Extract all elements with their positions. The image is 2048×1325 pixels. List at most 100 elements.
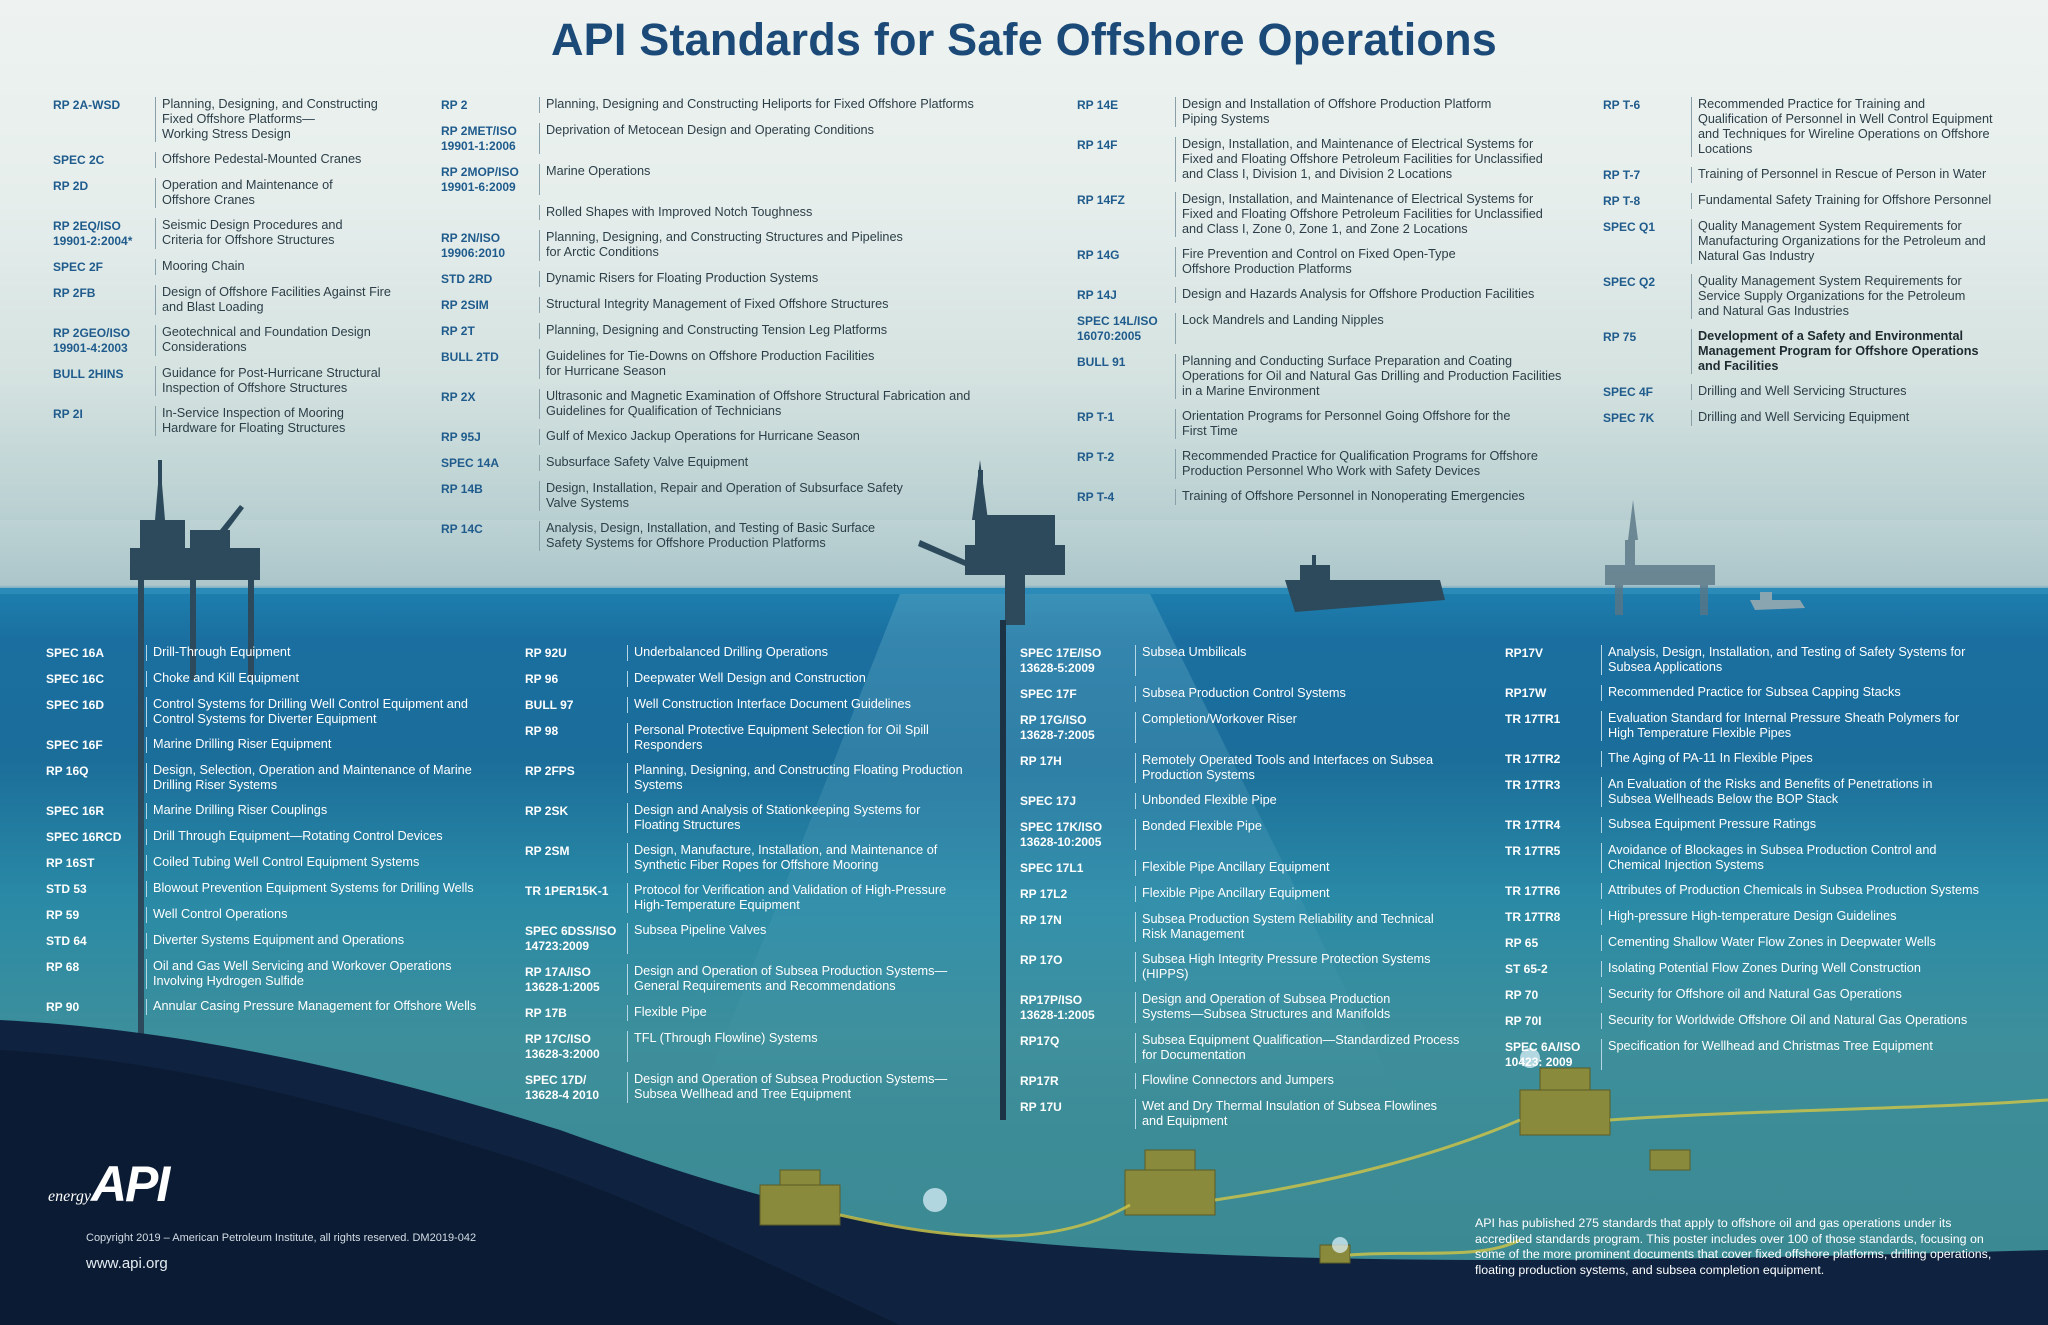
standard-title: Underbalanced Drilling Operations xyxy=(627,645,995,661)
semi-submersible-right xyxy=(1605,500,1715,615)
standard-code: SPEC 7K xyxy=(1603,411,1655,425)
standard-code: SPEC 16C xyxy=(46,672,105,686)
standard-entry: TR 17TR6 Attributes of Production Chemica… xyxy=(1505,883,2005,899)
standard-title: Subsea High Integrity Pressure Protectio… xyxy=(1135,952,1480,982)
standard-title: Planning, Designing, and Constructing Fl… xyxy=(627,763,995,793)
standard-entry: RP T-7 Training of Personnel in Rescue of… xyxy=(1603,167,2023,183)
standard-entry: RP T-1 Orientation Programs for Personnel… xyxy=(1077,409,1582,439)
standard-code: RP 2SIM xyxy=(441,298,489,312)
website-link[interactable]: www.api.org xyxy=(86,1255,168,1272)
standard-title: Specification for Wellhead and Christmas… xyxy=(1601,1039,2005,1070)
bottom-column-2: RP 92U Underbalanced Drilling Operations R… xyxy=(525,645,995,1113)
standard-entry: RP 96 Deepwater Well Design and Construct… xyxy=(525,671,995,687)
flowlines xyxy=(839,1098,2048,1257)
standard-code: RP 14J xyxy=(1077,288,1117,302)
standard-title: Training of Offshore Personnel in Nonope… xyxy=(1175,489,1582,505)
standard-code: SPEC 17D/ 13628-4 2010 xyxy=(525,1073,600,1102)
standard-code: RP 14E xyxy=(1077,98,1119,112)
standard-code: STD 2RD xyxy=(441,272,493,286)
standard-title: Design and Installation of Offshore Prod… xyxy=(1175,97,1582,127)
standard-title: Deprivation of Metocean Design and Opera… xyxy=(539,123,1011,154)
standard-entry: RP 2I In-Service Inspection of Mooring Ha… xyxy=(53,406,393,436)
standard-code: RP 65 xyxy=(1505,936,1539,950)
standard-entry: SPEC 17J Unbonded Flexible Pipe xyxy=(1020,793,1480,809)
standard-code: RP 14G xyxy=(1077,248,1120,262)
standard-code: RP T-8 xyxy=(1603,194,1641,208)
standard-entry: RP 95J Gulf of Mexico Jackup Operations f… xyxy=(441,429,1011,445)
standard-code: RP17V xyxy=(1505,646,1544,660)
standard-code: RP 92U xyxy=(525,646,567,660)
standard-entry: SPEC 16C Choke and Kill Equipment xyxy=(46,671,506,687)
standard-code: TR 1PER15K-1 xyxy=(525,884,609,898)
standard-entry: RP 90 Annular Casing Pressure Management … xyxy=(46,999,506,1015)
standard-entry: RP 75 Development of a Safety and Environ… xyxy=(1603,329,2023,374)
standard-code: RP 2FB xyxy=(53,286,96,300)
standard-code: SPEC 14A xyxy=(441,456,500,470)
standard-title: Ultrasonic and Magnetic Examination of O… xyxy=(539,389,1011,419)
standard-entry: RP 16ST Coiled Tubing Well Control Equipm… xyxy=(46,855,506,871)
standard-title: Subsurface Safety Valve Equipment xyxy=(539,455,1011,471)
standard-entry: SPEC 16RCD Drill Through Equipment—Rotati… xyxy=(46,829,506,845)
standard-code: SPEC 6DSS/ISO 14723:2009 xyxy=(525,924,617,953)
standard-code: RP 2SK xyxy=(525,804,569,818)
standard-entry: SPEC Q2 Quality Management System Require… xyxy=(1603,274,2023,319)
standard-title: Subsea Equipment Qualification—Standardi… xyxy=(1135,1033,1480,1063)
standard-entry: SPEC 6A/ISO 10423: 2009 Specification for… xyxy=(1505,1039,2005,1070)
standard-code: RP 2MET/ISO 19901-1:2006 xyxy=(441,124,517,153)
standard-entry: RP 2SK Design and Analysis of Stationkeep… xyxy=(525,803,995,833)
standard-title: Planning, Designing, and Constructing Fi… xyxy=(155,97,393,142)
spar-platform-center xyxy=(918,460,1065,1120)
standard-title: Oil and Gas Well Servicing and Workover … xyxy=(146,959,506,989)
standard-title: Annular Casing Pressure Management for O… xyxy=(146,999,506,1015)
standard-code: RP T-1 xyxy=(1077,410,1115,424)
standard-title: Drilling and Well Servicing Structures xyxy=(1691,384,2023,400)
standard-entry: RP 14B Design, Installation, Repair and O… xyxy=(441,481,1011,511)
standard-title: Completion/Workover Riser xyxy=(1135,712,1480,743)
standard-entry: TR 1PER15K-1 Protocol for Verification an… xyxy=(525,883,995,913)
standard-entry: TR 17TR4 Subsea Equipment Pressure Rating… xyxy=(1505,817,2005,833)
standard-code: ST 65-2 xyxy=(1505,962,1548,976)
standard-title: Analysis, Design, Installation, and Test… xyxy=(539,521,1011,551)
standard-entry: SPEC 6DSS/ISO 14723:2009 Subsea Pipeline … xyxy=(525,923,995,954)
standard-entry: STD 2RD Dynamic Risers for Floating Produ… xyxy=(441,271,1011,287)
standard-entry: RP 14C Analysis, Design, Installation, an… xyxy=(441,521,1011,551)
standard-code: SPEC 4F xyxy=(1603,385,1654,399)
standard-title: Marine Operations xyxy=(539,164,1011,195)
standard-entry: RP 17H Remotely Operated Tools and Interf… xyxy=(1020,753,1480,783)
standard-title: Seismic Design Procedures and Criteria f… xyxy=(155,218,393,249)
standard-code: SPEC 16D xyxy=(46,698,105,712)
standard-entry: RP 17N Subsea Production System Reliabili… xyxy=(1020,912,1480,942)
standard-entry: STD 64 Diverter Systems Equipment and Ope… xyxy=(46,933,506,949)
fixed-platform-left xyxy=(130,460,260,1040)
standard-code: RP17P/ISO 13628-1:2005 xyxy=(1020,993,1095,1022)
standard-entry: SPEC 16F Marine Drilling Riser Equipment xyxy=(46,737,506,753)
standard-entry: RP 2EQ/ISO 19901-2:2004* Seismic Design P… xyxy=(53,218,393,249)
standard-code: SPEC 16RCD xyxy=(46,830,122,844)
standard-entry: TR 17TR2 The Aging of PA-11 In Flexible P… xyxy=(1505,751,2005,767)
standard-entry: SPEC 16A Drill-Through Equipment xyxy=(46,645,506,661)
bottom-column-4: RP17V Analysis, Design, Installation, and… xyxy=(1505,645,2005,1080)
copyright-text: Copyright 2019 – American Petroleum Inst… xyxy=(86,1232,477,1244)
standard-code: TR 17TR2 xyxy=(1505,752,1561,766)
standard-title: Design, Selection, Operation and Mainten… xyxy=(146,763,506,793)
standard-entry: BULL 97 Well Construction Interface Docum… xyxy=(525,697,995,713)
standard-entry: SPEC 7K Drilling and Well Servicing Equip… xyxy=(1603,410,2023,426)
standard-title: Dynamic Risers for Floating Production S… xyxy=(539,271,1011,287)
standard-entry: RP 2SM Design, Manufacture, Installation,… xyxy=(525,843,995,873)
standard-code: RP 68 xyxy=(46,960,80,974)
standard-title: Design, Installation, Repair and Operati… xyxy=(539,481,1011,511)
standard-entry: RP 2FB Design of Offshore Facilities Agai… xyxy=(53,285,393,315)
top-column-3: RP 14E Design and Installation of Offshor… xyxy=(1077,97,1582,515)
standard-title: An Evaluation of the Risks and Benefits … xyxy=(1601,777,2005,807)
top-column-4: RP T-6 Recommended Practice for Training … xyxy=(1603,97,2023,436)
standard-title: Design, Installation, and Maintenance of… xyxy=(1175,137,1582,182)
standard-title: Well Control Operations xyxy=(146,907,506,923)
standard-title: Planning, Designing and Constructing Hel… xyxy=(539,97,1011,113)
standard-title: Wet and Dry Thermal Insulation of Subsea… xyxy=(1135,1099,1480,1129)
standard-entry: RP T-8 Fundamental Safety Training for Of… xyxy=(1603,193,2023,209)
standard-entry: TR 17TR1 Evaluation Standard for Internal… xyxy=(1505,711,2005,741)
standard-title: Subsea Umbilicals xyxy=(1135,645,1480,676)
standard-entry: RP 70 Security for Offshore oil and Natur… xyxy=(1505,987,2005,1003)
standard-title: Recommended Practice for Subsea Capping … xyxy=(1601,685,2005,701)
standard-title: Design and Operation of Subsea Productio… xyxy=(1135,992,1480,1023)
